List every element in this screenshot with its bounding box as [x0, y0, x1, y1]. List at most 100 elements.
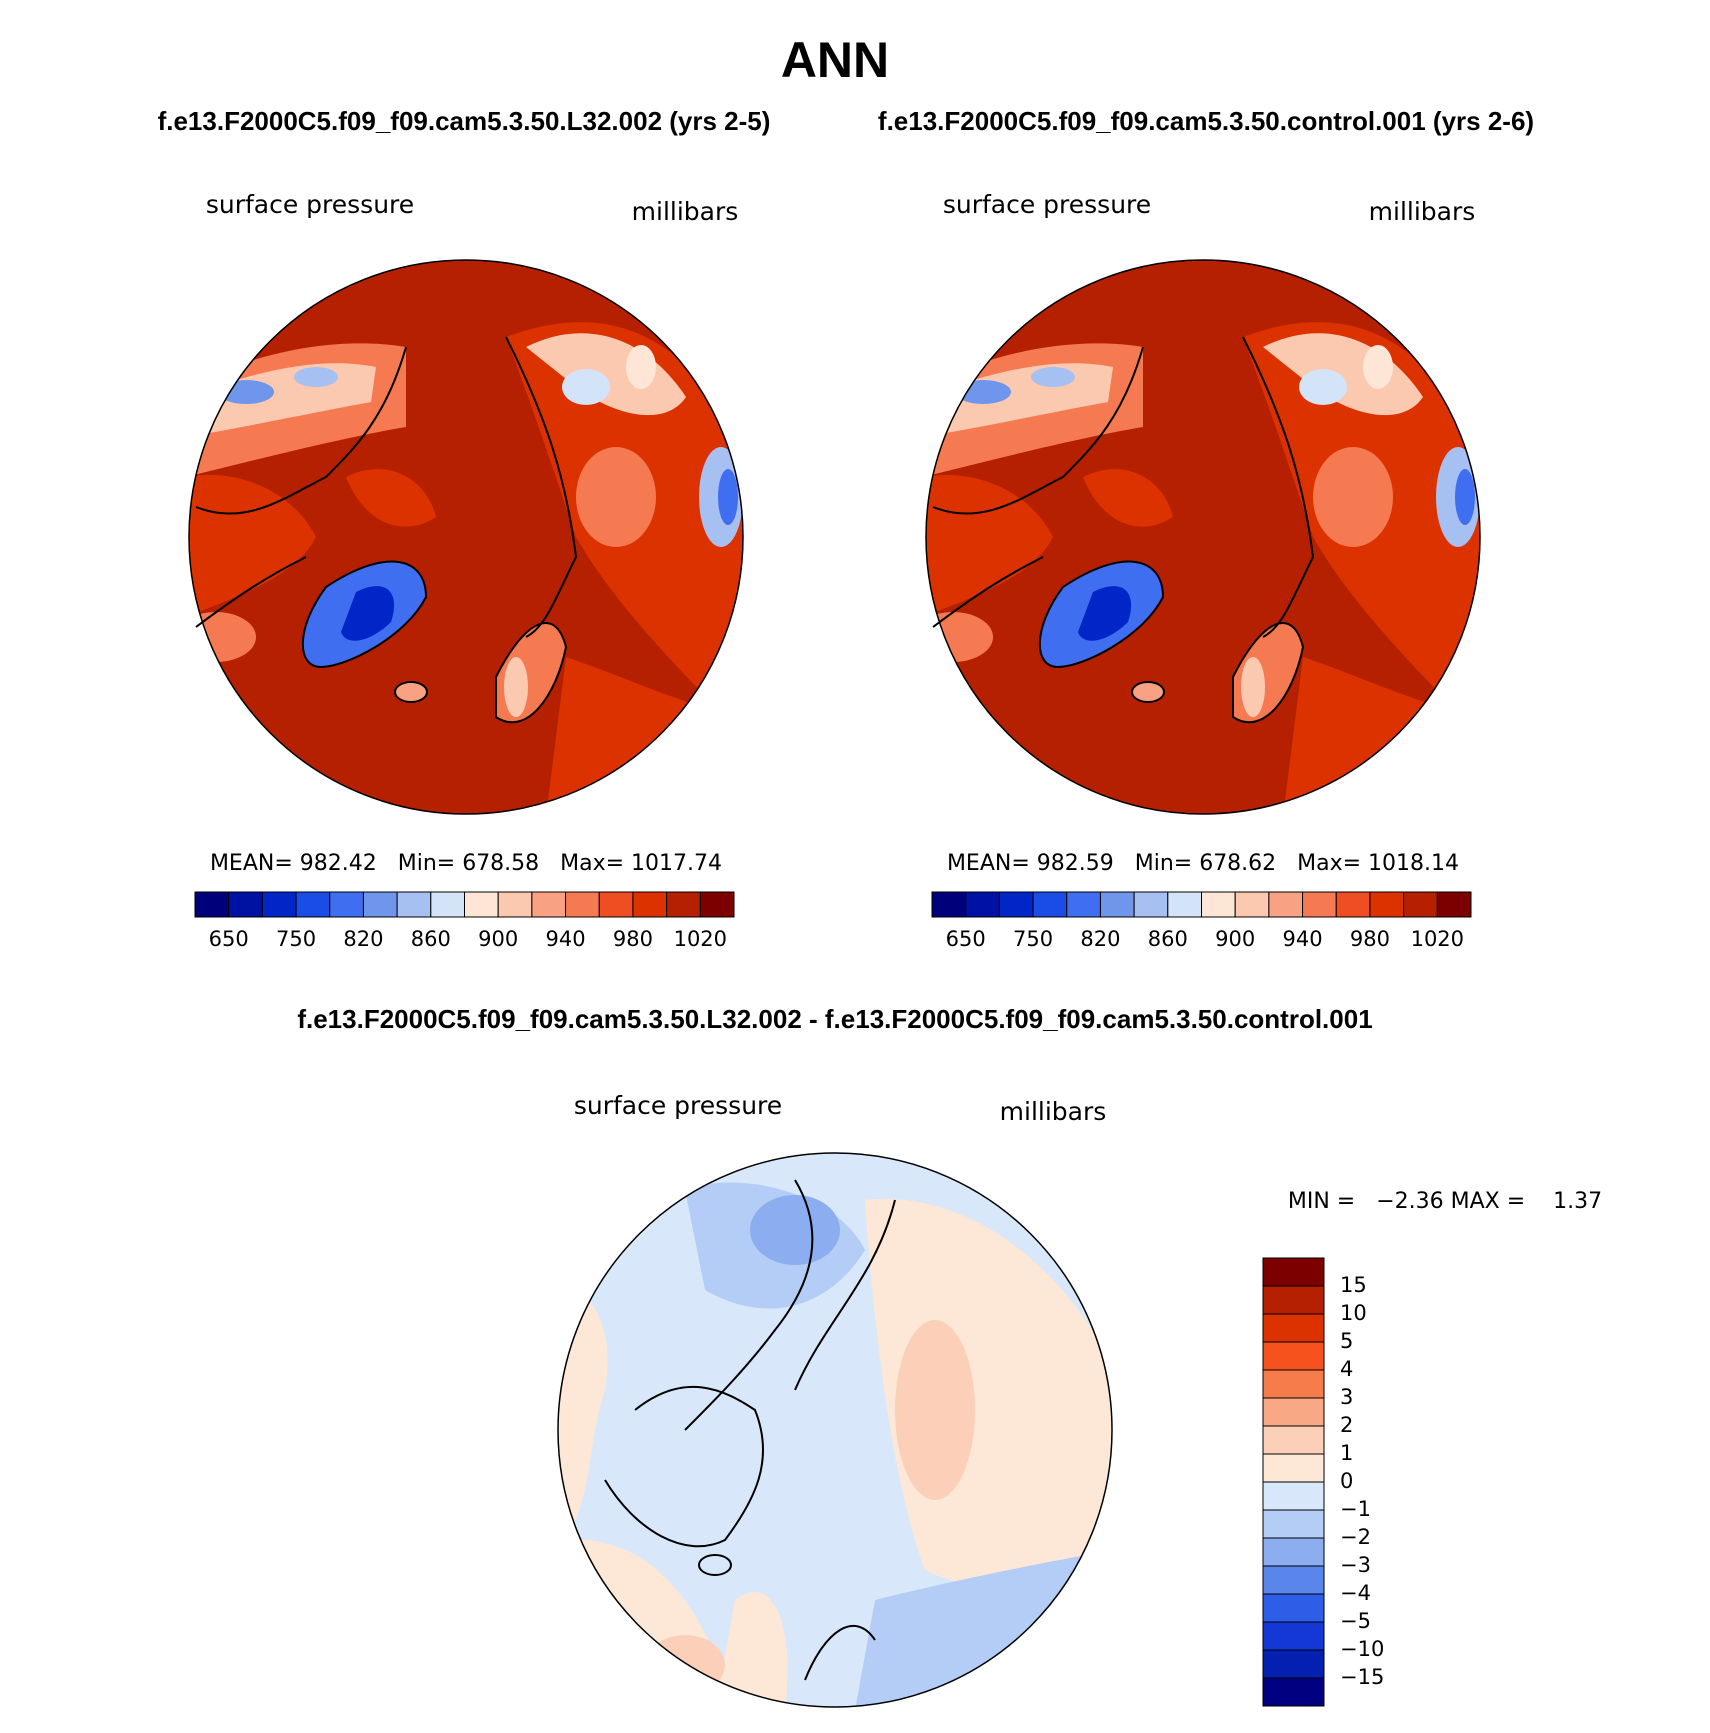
color-box [965, 891, 1000, 918]
color-box [1302, 891, 1337, 918]
colorbar-label: −5 [1340, 1609, 1371, 1633]
colorbar-label: 940 [1283, 927, 1323, 951]
color-box [497, 891, 533, 918]
color-box [531, 891, 567, 918]
color-box [1262, 1621, 1325, 1651]
colorbar-label: 750 [1013, 927, 1053, 951]
color-box [931, 891, 967, 918]
color-box [1262, 1677, 1325, 1707]
colorbar-label: 860 [1148, 927, 1188, 951]
polar-map [176, 257, 746, 817]
panel-subtitle: f.e13.F2000C5.f09_f09.cam5.3.50.control.… [878, 106, 1534, 136]
color-box [666, 891, 701, 918]
color-box [1262, 1341, 1325, 1371]
colorbar-label: 820 [1080, 927, 1120, 951]
color-box [1262, 1481, 1325, 1511]
color-box [295, 891, 331, 918]
units-label: millibars [1369, 197, 1476, 226]
color-box [699, 891, 735, 918]
color-box [1403, 891, 1438, 918]
colorbar-label: −1 [1340, 1497, 1371, 1521]
polar-map [557, 1152, 1113, 1708]
difference-panel: f.e13.F2000C5.f09_f09.cam5.3.50.L32.002 … [297, 1004, 1602, 1708]
colorbar-label: 5 [1340, 1329, 1353, 1353]
color-box [464, 891, 499, 918]
stats: MEAN= 982.42 Min= 678.58 Max= 1017.74 [210, 851, 722, 876]
units-label: millibars [632, 197, 739, 226]
color-box [1262, 1509, 1325, 1539]
color-box [1262, 1649, 1325, 1679]
panel: f.e13.F2000C5.f09_f09.cam5.3.50.L32.002 … [158, 106, 771, 951]
color-box [430, 891, 465, 918]
colorbar-label: 940 [546, 927, 586, 951]
color-box [1032, 891, 1068, 918]
color-box [228, 891, 263, 918]
colorbar-label: 10 [1340, 1301, 1367, 1325]
color-box [1262, 1397, 1325, 1427]
color-box [632, 891, 668, 918]
color-box [194, 891, 230, 918]
colorbar: 650 750 820 860 900 940 980 1020 [194, 891, 735, 951]
variable-label: surface pressure [943, 190, 1151, 219]
color-box [1262, 1257, 1325, 1287]
panel-subtitle: f.e13.F2000C5.f09_f09.cam5.3.50.L32.002 … [158, 106, 771, 136]
stats: MEAN= 982.59 Min= 678.62 Max= 1018.14 [947, 851, 1459, 876]
colorbar-label: 15 [1340, 1273, 1367, 1297]
main-title: ANN [781, 32, 889, 88]
colorbar-label: 4 [1340, 1357, 1353, 1381]
color-box [998, 891, 1034, 918]
color-box [1268, 891, 1304, 918]
color-box [598, 891, 634, 918]
colorbar-label: 2 [1340, 1413, 1353, 1437]
color-box [1262, 1285, 1325, 1315]
color-box [1066, 891, 1101, 918]
color-box [1133, 891, 1169, 918]
colorbar-label: −2 [1340, 1525, 1371, 1549]
colorbar-label: 1020 [1411, 927, 1464, 951]
colorbar-label: −4 [1340, 1581, 1371, 1605]
units-label: millibars [1000, 1097, 1107, 1126]
color-box [565, 891, 600, 918]
color-box [362, 891, 398, 918]
color-box [1234, 891, 1270, 918]
colorbar-label: 900 [1215, 927, 1255, 951]
colorbar-label: 1020 [674, 927, 727, 951]
colorbar-label: 750 [276, 927, 316, 951]
colorbar-label: 820 [343, 927, 383, 951]
panel: f.e13.F2000C5.f09_f09.cam5.3.50.control.… [878, 106, 1534, 951]
colorbar-label: 650 [209, 927, 249, 951]
color-box [1099, 891, 1135, 918]
colorbar-label: 650 [946, 927, 986, 951]
color-box [1262, 1565, 1325, 1595]
color-box [329, 891, 364, 918]
color-box [1262, 1369, 1325, 1399]
color-box [1262, 1425, 1325, 1455]
colorbar-label: 860 [411, 927, 451, 951]
colorbar-label: 1 [1340, 1441, 1353, 1465]
color-box [1335, 891, 1371, 918]
color-box [1167, 891, 1202, 918]
colorbar-label: 3 [1340, 1385, 1353, 1409]
colorbar-label: −3 [1340, 1553, 1371, 1577]
colorbar-label: 0 [1340, 1469, 1353, 1493]
colorbar-label: −10 [1340, 1637, 1384, 1661]
colorbar-label: −15 [1340, 1665, 1384, 1689]
color-box [1369, 891, 1405, 918]
color-box [261, 891, 297, 918]
color-box [1262, 1313, 1325, 1343]
color-box [1262, 1537, 1325, 1567]
color-box [1436, 891, 1472, 918]
color-box [1262, 1593, 1325, 1623]
difference-subtitle: f.e13.F2000C5.f09_f09.cam5.3.50.L32.002 … [297, 1004, 1372, 1034]
variable-label: surface pressure [206, 190, 414, 219]
color-box [396, 891, 432, 918]
color-box [1262, 1453, 1325, 1483]
colorbar-label: 980 [1350, 927, 1390, 951]
colorbar-label: 980 [613, 927, 653, 951]
variable-label: surface pressure [574, 1091, 782, 1120]
colorbar: 650 750 820 860 900 940 980 1020 [931, 891, 1472, 951]
color-box [1201, 891, 1236, 918]
polar-map [913, 257, 1483, 817]
